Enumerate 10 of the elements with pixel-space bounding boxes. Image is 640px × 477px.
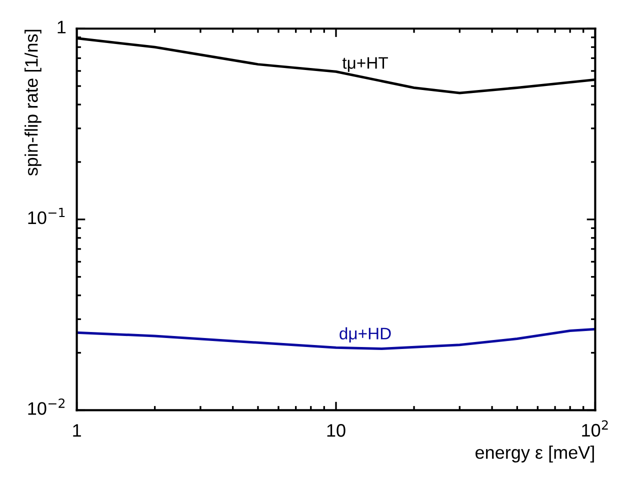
x-tick-label: 10$^{2}$ <box>582 420 608 437</box>
series-label: dμ+HD <box>340 327 391 343</box>
y-tick-label: 10$^{−1}$ <box>28 208 65 224</box>
y-tick-label: 10$^{−2}$ <box>28 398 65 415</box>
x-tick-label: 1 <box>73 424 81 437</box>
x-axis-title: energy ε [meV] <box>476 446 594 462</box>
y-tick-label: 1 <box>58 20 66 34</box>
x-tick-label: 10 <box>327 424 346 437</box>
y-axis-title: spin-flip rate [1/ns] <box>24 30 42 176</box>
series-label: tμ+HT <box>342 57 388 72</box>
